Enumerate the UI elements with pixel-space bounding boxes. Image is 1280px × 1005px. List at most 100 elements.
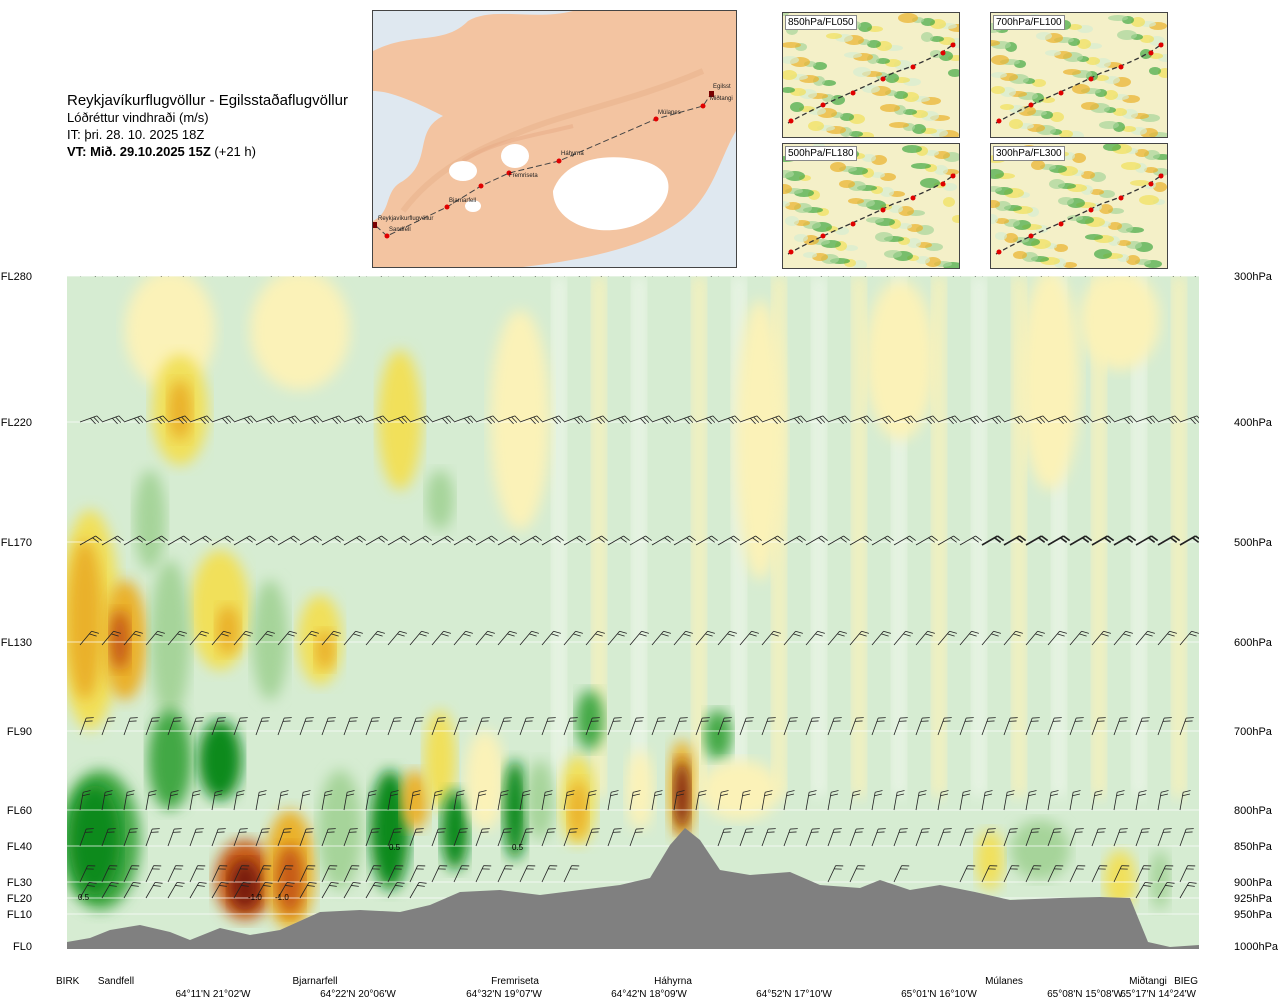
wind-barb <box>805 415 829 425</box>
station-label: BIRK <box>56 976 80 987</box>
wind-barb <box>981 630 1001 646</box>
wind-barb <box>871 790 883 811</box>
wind-barb <box>189 865 206 883</box>
wind-barb <box>431 415 455 425</box>
wind-barb <box>167 415 191 425</box>
wind-barb <box>453 415 477 425</box>
wind-barb <box>1113 535 1137 546</box>
wind-barb <box>1179 790 1191 811</box>
wind-barb <box>1113 865 1130 883</box>
wind-barb <box>893 630 913 646</box>
wind-barb <box>1113 717 1128 736</box>
wind-barb <box>739 790 751 811</box>
wind-barb <box>849 630 869 646</box>
wind-barb <box>563 415 587 425</box>
wind-barb <box>695 535 718 546</box>
wind-barb <box>189 630 209 646</box>
wind-barb <box>211 828 226 847</box>
wind-barb <box>761 790 773 811</box>
wind-barb <box>343 717 358 736</box>
wind-barb <box>343 790 355 811</box>
velocity-contour <box>576 690 604 750</box>
wind-barb <box>475 790 487 811</box>
wind-barb <box>431 717 446 736</box>
wind-barb <box>497 790 509 811</box>
velocity-contour <box>70 785 120 895</box>
velocity-contour <box>626 750 654 830</box>
wind-barb <box>893 865 910 883</box>
route-title: Reykjavíkurflugvöllur - Egilsstaðaflugvö… <box>67 92 348 109</box>
wind-stripe <box>632 276 646 796</box>
wind-barb <box>343 415 367 425</box>
coordinate-label: 64°22'N 20°06'W <box>320 989 396 1000</box>
valid-time-bold: VT: Mið. 29.10.2025 15Z <box>67 144 211 159</box>
map-label-sandfell: Sandfell <box>389 227 411 233</box>
velocity-contour <box>865 280 935 440</box>
wind-barb <box>101 717 116 736</box>
wind-barb <box>607 717 622 736</box>
wind-barb <box>277 717 292 736</box>
map-label-hahyrna: Háhyrna <box>561 151 584 157</box>
wind-barb <box>365 717 380 736</box>
wind-barb <box>101 415 125 425</box>
left-tick-label: FL0 <box>13 941 32 953</box>
wind-barb <box>563 535 586 546</box>
wind-barb <box>915 717 930 736</box>
wind-barb <box>387 790 399 811</box>
wind-barb <box>1003 828 1018 847</box>
wind-barb <box>1157 828 1172 847</box>
velocity-contour <box>490 310 550 530</box>
wind-stripe <box>852 276 866 796</box>
wind-barb <box>189 790 201 811</box>
wind-barb <box>431 790 443 811</box>
wind-barb <box>277 535 300 546</box>
wind-barb <box>475 630 495 646</box>
wind-barb <box>585 630 605 646</box>
wind-barb <box>365 882 383 899</box>
velocity-contour <box>229 860 261 910</box>
wind-stripe <box>1092 276 1106 796</box>
variable-title: Lóðréttur vindhraði (m/s) <box>67 110 209 125</box>
wind-barb <box>233 882 251 899</box>
wind-barb <box>1179 882 1197 899</box>
right-tick-label: 800hPa <box>1234 805 1273 817</box>
wind-barb <box>79 717 94 736</box>
wind-barb <box>1091 415 1115 425</box>
wind-barb <box>937 630 957 646</box>
wind-barb <box>387 882 405 899</box>
wind-barb <box>409 865 426 883</box>
wind-barb <box>255 828 270 847</box>
wind-barb <box>211 535 234 546</box>
wind-barb <box>497 828 512 847</box>
contour-value-label: -1.0 <box>275 893 289 902</box>
inset-500: 500hPa/FL180 <box>782 143 960 269</box>
wind-barb <box>255 717 270 736</box>
wind-barb <box>321 790 333 811</box>
valid-time-lead: (+21 h) <box>210 144 256 159</box>
wind-barb <box>475 828 490 847</box>
velocity-contour <box>168 380 192 440</box>
wind-barb <box>1025 828 1040 847</box>
right-tick-label: 925hPa <box>1234 893 1273 905</box>
wind-barb <box>563 790 575 811</box>
station-label: Bjarnarfell <box>292 976 337 987</box>
wind-barb <box>233 535 256 546</box>
wind-barb <box>695 630 715 646</box>
wind-barb <box>739 630 759 646</box>
wind-barb <box>409 882 427 899</box>
wind-barb <box>409 630 429 646</box>
wind-barb <box>343 865 360 883</box>
wind-barb <box>299 790 311 811</box>
wind-barb <box>299 828 314 847</box>
wind-barb <box>101 790 113 811</box>
wind-barb <box>1157 865 1174 883</box>
wind-barb <box>937 535 960 546</box>
wind-barb <box>167 630 187 646</box>
wind-barb <box>189 415 213 425</box>
wind-barb <box>519 790 531 811</box>
wind-barb <box>893 535 916 546</box>
velocity-contour <box>134 470 166 570</box>
left-tick-label: FL280 <box>1 271 32 283</box>
wind-barb <box>915 828 930 847</box>
wind-barb <box>277 882 295 899</box>
